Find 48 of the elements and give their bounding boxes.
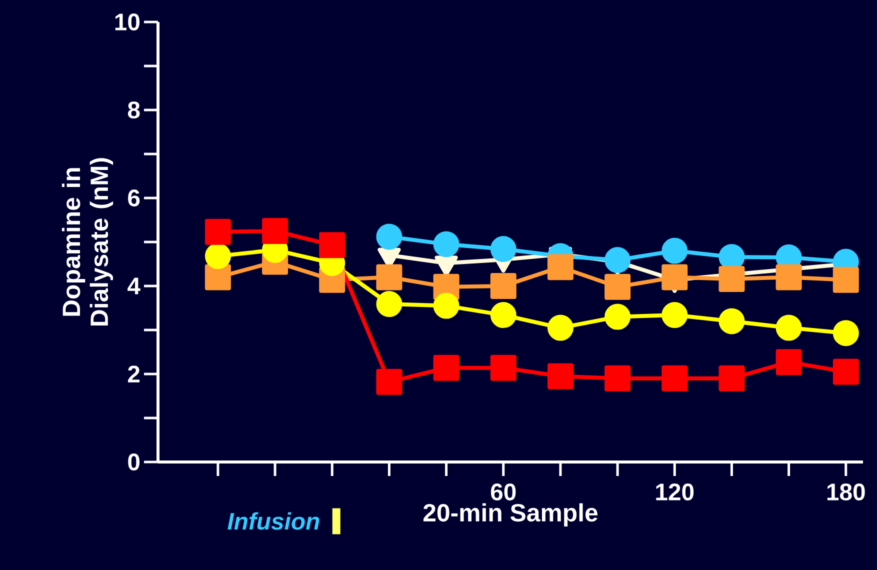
point: [547, 363, 574, 390]
y-tick-label: 0: [128, 454, 140, 470]
point: [832, 266, 859, 293]
x-tick-label: 60: [490, 484, 516, 500]
point: [662, 302, 688, 328]
y-tick-label: 6: [128, 190, 140, 206]
point: [433, 354, 460, 381]
point: [662, 238, 688, 264]
point: [204, 264, 231, 290]
point: [604, 365, 631, 392]
y-tick-label: 2: [128, 366, 140, 382]
point: [490, 354, 516, 381]
point: [376, 291, 402, 318]
point: [433, 292, 460, 319]
point: [490, 236, 516, 262]
point: [776, 349, 802, 376]
point: [718, 308, 745, 334]
point: [376, 368, 402, 395]
point: [718, 266, 745, 292]
point: [604, 247, 631, 274]
y-tick-label: 4: [128, 278, 140, 294]
point: [262, 218, 288, 244]
point: [376, 264, 402, 290]
x-axis-title: 20-min Sample: [423, 503, 598, 527]
y-tick-label: 10: [115, 14, 140, 30]
point: [662, 264, 688, 290]
point: [662, 365, 688, 392]
point: [433, 231, 460, 258]
point: [204, 243, 231, 270]
point: [832, 358, 859, 385]
point: [490, 273, 516, 299]
point: [547, 314, 574, 341]
point: [832, 320, 859, 346]
point: [604, 274, 631, 300]
y-axis-title: Dopamine in Dialysate (nM): [62, 158, 114, 326]
point: [776, 314, 802, 341]
point: [376, 224, 402, 250]
text: Infusion: [228, 512, 320, 530]
point: [718, 365, 745, 392]
x-tick-label: 120: [656, 484, 694, 500]
point: [604, 304, 631, 330]
point: [776, 264, 802, 290]
point: [204, 218, 231, 245]
point: [490, 302, 516, 328]
y-tick-label: 8: [128, 102, 140, 118]
x-tick-label: 180: [827, 484, 865, 500]
point: [319, 232, 346, 258]
point: [547, 254, 574, 280]
